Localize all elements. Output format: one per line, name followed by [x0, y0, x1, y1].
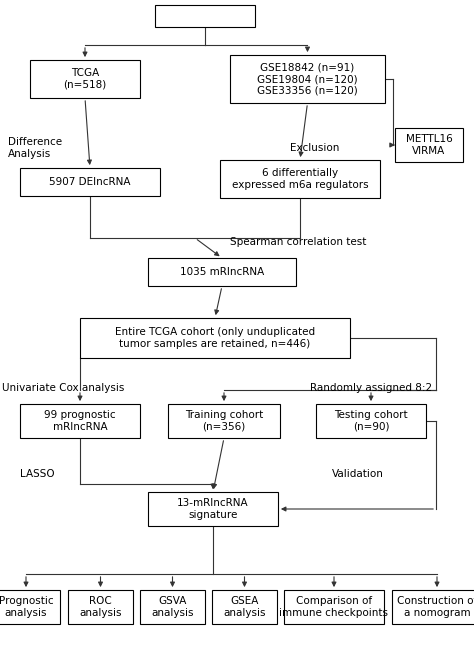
Text: Entire TCGA cohort (only unduplicated
tumor samples are retained, n=446): Entire TCGA cohort (only unduplicated tu… — [115, 327, 315, 349]
Text: GSEA
analysis: GSEA analysis — [223, 596, 266, 618]
Text: LASSO: LASSO — [20, 469, 55, 479]
FancyBboxPatch shape — [148, 492, 278, 526]
FancyBboxPatch shape — [68, 590, 133, 624]
FancyBboxPatch shape — [80, 318, 350, 358]
FancyBboxPatch shape — [20, 404, 140, 438]
Text: Spearman correlation test: Spearman correlation test — [230, 237, 366, 247]
Text: Construction of
a nomogram: Construction of a nomogram — [397, 596, 474, 618]
Text: Prognostic
analysis: Prognostic analysis — [0, 596, 53, 618]
Text: Univariate Cox analysis: Univariate Cox analysis — [2, 383, 124, 393]
Text: 5907 DElncRNA: 5907 DElncRNA — [49, 177, 131, 187]
Text: GSE18842 (n=91)
GSE19804 (n=120)
GSE33356 (n=120): GSE18842 (n=91) GSE19804 (n=120) GSE3335… — [257, 62, 358, 96]
Text: Training cohort
(n=356): Training cohort (n=356) — [185, 410, 263, 432]
FancyBboxPatch shape — [168, 404, 280, 438]
FancyBboxPatch shape — [148, 258, 296, 286]
FancyBboxPatch shape — [316, 404, 426, 438]
FancyBboxPatch shape — [395, 128, 463, 162]
Text: Difference
Analysis: Difference Analysis — [8, 137, 62, 159]
Text: 99 prognostic
mRlncRNA: 99 prognostic mRlncRNA — [44, 410, 116, 432]
FancyBboxPatch shape — [140, 590, 205, 624]
Text: Exclusion: Exclusion — [290, 143, 339, 153]
Text: Testing cohort
(n=90): Testing cohort (n=90) — [334, 410, 408, 432]
FancyBboxPatch shape — [212, 590, 277, 624]
Text: Comparison of
immune checkpoints: Comparison of immune checkpoints — [280, 596, 389, 618]
Text: 6 differentially
expressed m6a regulators: 6 differentially expressed m6a regulator… — [232, 168, 368, 190]
Text: METTL16
VIRMA: METTL16 VIRMA — [406, 134, 452, 156]
Text: GSVA
analysis: GSVA analysis — [151, 596, 194, 618]
Text: TCGA
(n=518): TCGA (n=518) — [64, 68, 107, 90]
FancyBboxPatch shape — [30, 60, 140, 98]
FancyBboxPatch shape — [155, 5, 255, 27]
FancyBboxPatch shape — [220, 160, 380, 198]
FancyBboxPatch shape — [20, 168, 160, 196]
FancyBboxPatch shape — [230, 55, 385, 103]
FancyBboxPatch shape — [284, 590, 384, 624]
Text: ROC
analysis: ROC analysis — [79, 596, 122, 618]
FancyBboxPatch shape — [392, 590, 474, 624]
Text: Validation: Validation — [332, 469, 384, 479]
FancyBboxPatch shape — [0, 590, 60, 624]
Text: 13-mRlncRNA
signature: 13-mRlncRNA signature — [177, 498, 249, 520]
Text: 1035 mRlncRNA: 1035 mRlncRNA — [180, 267, 264, 277]
Text: Randomly assigned 8:2: Randomly assigned 8:2 — [310, 383, 432, 393]
